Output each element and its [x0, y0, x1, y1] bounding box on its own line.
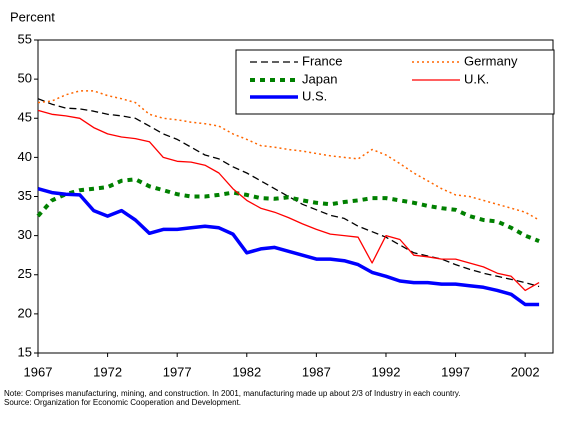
x-tick-label: 1977 — [163, 364, 192, 379]
y-tick-label: 40 — [18, 149, 32, 164]
y-tick-label: 55 — [18, 31, 32, 46]
legend-label: France — [302, 53, 342, 68]
series-line — [36, 177, 540, 243]
legend-label: Germany — [464, 53, 518, 68]
series-line — [37, 98, 540, 288]
series-line — [37, 90, 540, 221]
x-tick-label: 1967 — [24, 364, 53, 379]
legend-box — [235, 49, 555, 115]
x-tick-label: 1982 — [232, 364, 261, 379]
series-line — [37, 109, 540, 292]
y-tick-label: 15 — [18, 344, 32, 359]
legend-label: Japan — [302, 71, 337, 86]
legend-label: U.S. — [302, 88, 327, 103]
y-tick-label: 45 — [18, 110, 32, 125]
legend-label: U.K. — [464, 71, 489, 86]
y-axis-label: Percent — [10, 9, 55, 24]
x-tick-label: 2002 — [511, 364, 540, 379]
note: Note: Comprises manufacturing, mining, a… — [4, 389, 461, 398]
x-tick-label: 1972 — [93, 364, 122, 379]
x-tick-label: 1997 — [441, 364, 470, 379]
y-tick-label: 25 — [18, 266, 32, 281]
chart: Percent 15 20 25 30 35 40 45 50 55 1967 1972 1977 19… — [10, 9, 555, 379]
y-tick-label: 30 — [18, 227, 32, 242]
y-tick-label: 20 — [18, 305, 32, 320]
series-line — [37, 187, 540, 307]
x-tick-label: 1992 — [372, 364, 401, 379]
x-tick-label: 1987 — [302, 364, 331, 379]
source: Source: Organization for Economic Cooper… — [4, 398, 242, 407]
notes: Note: Comprises manufacturing, mining, a… — [4, 389, 562, 407]
y-tick-label: 50 — [18, 71, 32, 86]
y-tick-label: 35 — [18, 188, 32, 203]
